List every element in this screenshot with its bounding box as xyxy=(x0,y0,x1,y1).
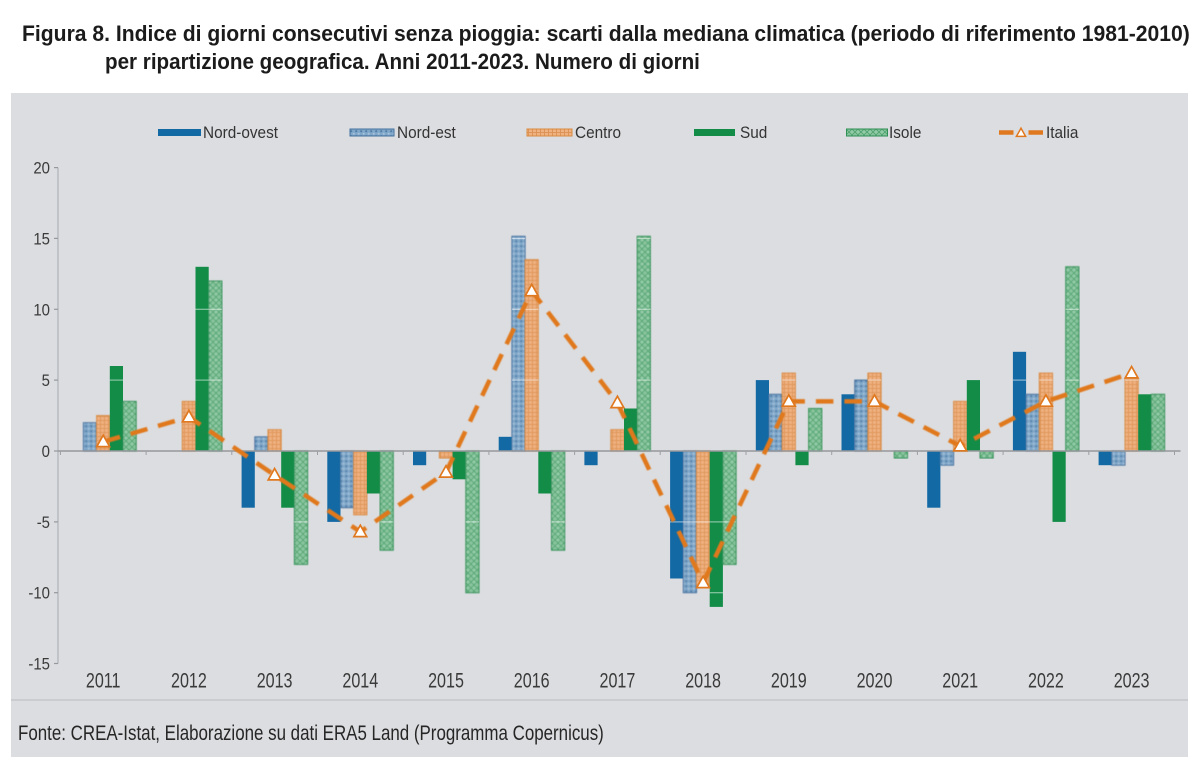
svg-text:Sud: Sud xyxy=(740,125,767,143)
svg-text:2019: 2019 xyxy=(771,668,807,692)
svg-text:20: 20 xyxy=(33,160,50,178)
svg-text:2016: 2016 xyxy=(514,668,550,692)
svg-text:2022: 2022 xyxy=(1028,668,1064,692)
svg-text:-10: -10 xyxy=(28,585,50,603)
svg-text:Fonte: CREA-Istat, Elaborazion: Fonte: CREA-Istat, Elaborazione su dati … xyxy=(18,722,604,745)
svg-text:Italia: Italia xyxy=(1046,125,1079,143)
svg-text:2018: 2018 xyxy=(685,668,721,692)
svg-text:2014: 2014 xyxy=(342,668,378,692)
svg-text:2020: 2020 xyxy=(857,668,893,692)
svg-text:2013: 2013 xyxy=(257,668,293,692)
svg-text:2011: 2011 xyxy=(86,668,121,692)
svg-text:2012: 2012 xyxy=(171,668,207,692)
svg-text:10: 10 xyxy=(33,301,50,319)
svg-text:-15: -15 xyxy=(28,656,50,674)
svg-text:Nord-est: Nord-est xyxy=(397,125,456,143)
svg-text:2021: 2021 xyxy=(942,668,978,692)
svg-text:Nord-ovest: Nord-ovest xyxy=(203,125,279,143)
svg-text:2015: 2015 xyxy=(428,668,464,692)
svg-text:0: 0 xyxy=(42,443,50,461)
svg-text:5: 5 xyxy=(42,372,50,390)
svg-text:Isole: Isole xyxy=(889,125,922,143)
svg-text:2017: 2017 xyxy=(599,668,635,692)
svg-text:Centro: Centro xyxy=(575,125,621,143)
svg-text:2023: 2023 xyxy=(1114,668,1150,692)
svg-text:-5: -5 xyxy=(37,514,50,532)
svg-text:15: 15 xyxy=(33,231,50,249)
